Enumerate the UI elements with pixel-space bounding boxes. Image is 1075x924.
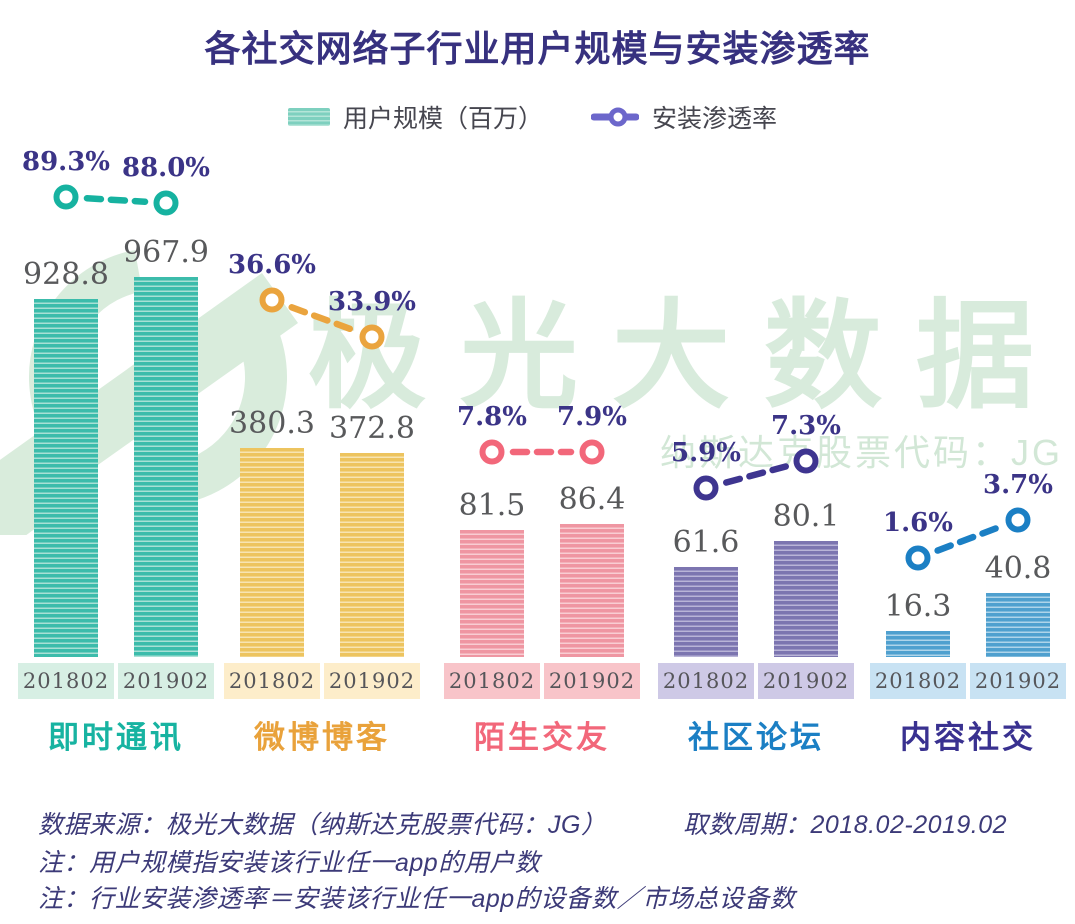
line-series-label: 安装渗透率 <box>652 105 778 133</box>
penetration-marker-stranger-social-201902 <box>579 439 605 465</box>
penetration-marker-community-forum-201902 <box>793 448 819 474</box>
penetration-value-content-social-201802: 1.6% <box>883 508 953 538</box>
chart-title: 各社交网络子行业用户规模与安装渗透率 <box>204 28 871 69</box>
penetration-line-instant-messaging <box>83 195 149 205</box>
footer-note-user-scale: 注：用户规模指安装该行业任一app的用户数 <box>38 849 541 877</box>
penetration-value-stranger-social-201902: 7.9% <box>557 402 627 432</box>
category-label-weibo-blog: 微博博客 <box>254 720 390 755</box>
category-label-content-social: 内容社交 <box>900 720 1036 755</box>
penetration-marker-instant-messaging-201902 <box>153 190 179 216</box>
bar-value-community-forum-201902: 80.1 <box>772 499 840 534</box>
bar-content-social-201802 <box>886 631 950 657</box>
bar-weibo-blog-201902 <box>340 453 404 657</box>
bar-value-instant-messaging-201802: 928.8 <box>23 257 109 292</box>
penetration-marker-content-social-201902 <box>1005 507 1031 533</box>
penetration-marker-weibo-blog-201902 <box>359 324 385 350</box>
axis-band-weibo-blog-201902: 201902 <box>324 663 420 699</box>
category-label-community-forum: 社区论坛 <box>688 720 824 755</box>
footer-note-penetration: 注：行业安装渗透率＝安装该行业任一app的设备数／市场总设备数 <box>38 885 796 913</box>
axis-band-stranger-social-201902: 201902 <box>544 663 640 699</box>
bar-stranger-social-201802 <box>460 530 524 657</box>
axis-band-content-social-201902: 201902 <box>970 663 1066 699</box>
bar-community-forum-201802 <box>674 567 738 657</box>
penetration-marker-instant-messaging-201802 <box>53 184 79 210</box>
category-label-stranger-social: 陌生交友 <box>474 720 610 755</box>
axis-band-stranger-social-201802: 201802 <box>444 663 540 699</box>
bar-content-social-201902 <box>986 593 1050 657</box>
axis-band-content-social-201802: 201802 <box>870 663 966 699</box>
penetration-value-instant-messaging-201802: 89.3% <box>21 147 111 177</box>
bar-value-stranger-social-201902: 86.4 <box>558 482 626 517</box>
bar-weibo-blog-201802 <box>240 448 304 657</box>
bar-value-content-social-201902: 40.8 <box>984 551 1052 586</box>
bar-value-content-social-201802: 16.3 <box>884 589 952 624</box>
axis-band-instant-messaging-201902: 201902 <box>118 663 214 699</box>
bar-series-swatch-icon <box>288 108 330 126</box>
penetration-value-weibo-blog-201902: 33.9% <box>327 287 417 317</box>
axis-band-community-forum-201902: 201902 <box>758 663 854 699</box>
footer-data-source: 数据来源：极光大数据（纳斯达克股票代码：JG） <box>38 811 607 839</box>
penetration-value-community-forum-201902: 7.3% <box>771 411 841 441</box>
bar-instant-messaging-201902 <box>134 277 198 657</box>
category-label-instant-messaging: 即时通讯 <box>48 720 184 755</box>
legend: 用户规模（百万） 安装渗透率 <box>288 99 777 135</box>
bar-value-instant-messaging-201902: 967.9 <box>123 235 209 270</box>
penetration-marker-stranger-social-201802 <box>479 439 505 465</box>
bar-value-stranger-social-201802: 81.5 <box>458 488 526 523</box>
penetration-value-instant-messaging-201902: 88.0% <box>121 153 211 183</box>
bar-community-forum-201902 <box>774 541 838 657</box>
bar-value-community-forum-201802: 61.6 <box>672 525 740 560</box>
axis-band-instant-messaging-201802: 201802 <box>18 663 114 699</box>
penetration-marker-community-forum-201802 <box>693 475 719 501</box>
line-series-icon <box>591 107 640 127</box>
penetration-marker-content-social-201802 <box>905 545 931 571</box>
axis-band-weibo-blog-201802: 201802 <box>224 663 320 699</box>
penetration-value-stranger-social-201802: 7.8% <box>457 402 527 432</box>
penetration-value-community-forum-201802: 5.9% <box>671 438 741 468</box>
penetration-marker-weibo-blog-201802 <box>259 287 285 313</box>
axis-band-community-forum-201802: 201802 <box>658 663 754 699</box>
footer-data-period: 取数周期：2018.02-2019.02 <box>683 811 1008 839</box>
bar-value-weibo-blog-201902: 372.8 <box>329 411 415 446</box>
bar-value-weibo-blog-201802: 380.3 <box>229 406 315 441</box>
penetration-line-community-forum <box>723 463 789 486</box>
bar-series-label: 用户规模（百万） <box>343 105 544 133</box>
penetration-value-weibo-blog-201802: 36.6% <box>227 250 317 280</box>
bar-instant-messaging-201802 <box>34 299 98 657</box>
bar-stranger-social-201902 <box>560 524 624 657</box>
penetration-value-content-social-201902: 3.7% <box>983 470 1053 500</box>
